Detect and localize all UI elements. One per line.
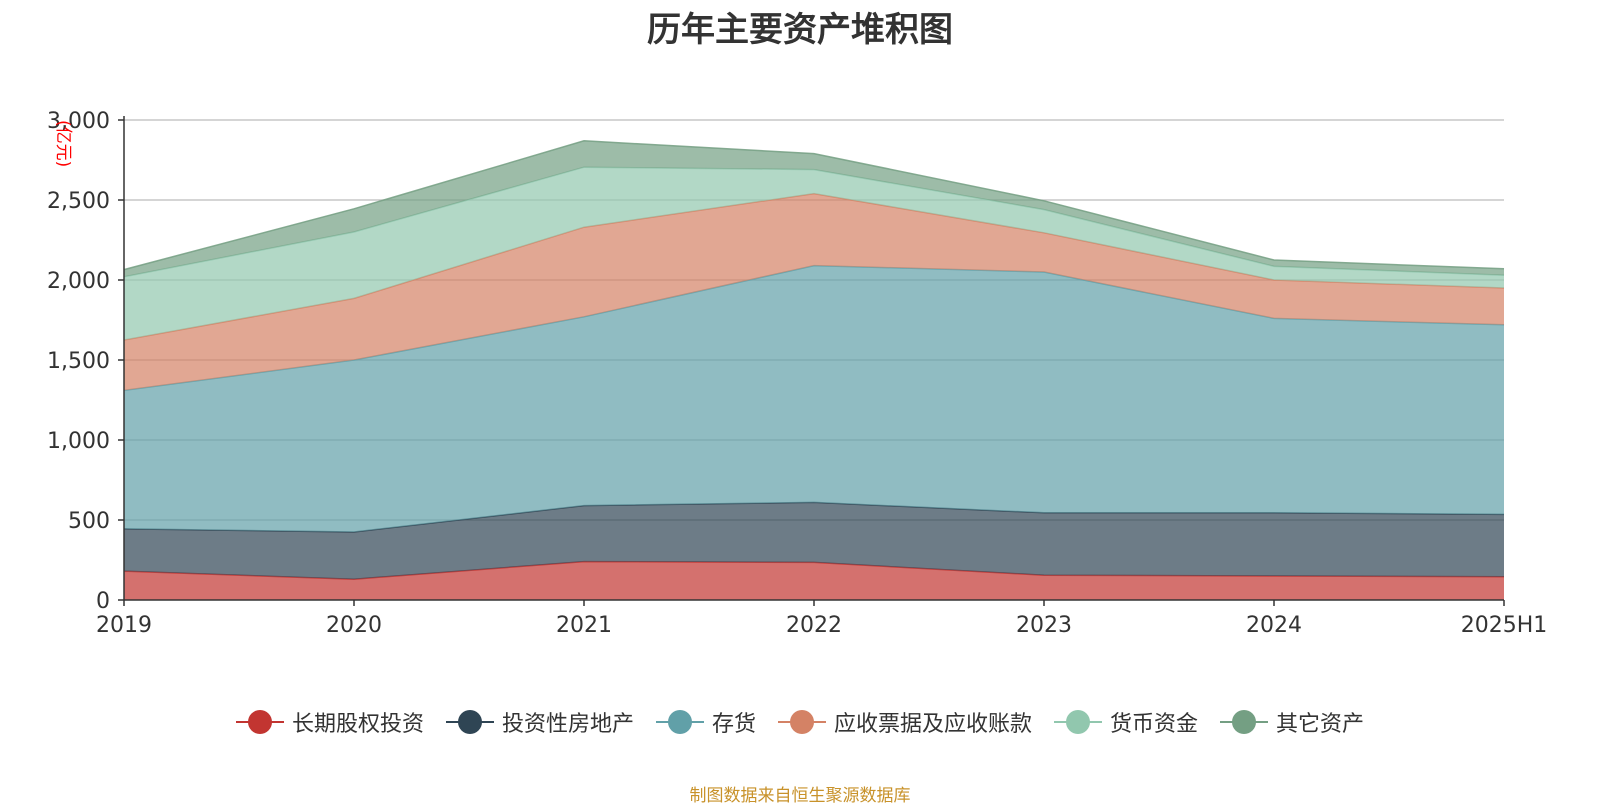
legend-label: 应收票据及应收账款: [834, 712, 1033, 737]
area-edge-6: [123, 140, 1505, 271]
x-tick-label: 2023: [1016, 613, 1072, 638]
y-tick-label: 0: [96, 589, 110, 614]
x-tick-label: 2021: [556, 613, 612, 638]
legend-label: 长期股权投资: [291, 712, 424, 737]
legend-marker-icon: [778, 710, 826, 734]
y-tick-label: 2,500: [47, 189, 110, 214]
legend-label: 存货: [711, 712, 756, 737]
legend-marker-icon: [1054, 710, 1103, 734]
x-tick-label: 2025H1: [1461, 613, 1548, 638]
y-tick-label: 1,500: [47, 349, 110, 374]
y-tick-label: 500: [68, 509, 110, 534]
legend-item-4[interactable]: 应收票据及应收账款: [778, 706, 1032, 738]
legend-marker-icon: [445, 710, 494, 734]
area-series-1: [124, 561, 1504, 600]
area-series-2: [124, 502, 1504, 580]
axes: 0 500 1,000 1,500 2,000 2,500 3,000 2019 2020 202…: [47, 109, 1547, 638]
y-tick-label: 1,000: [47, 429, 110, 454]
x-tick-label: 2019: [96, 613, 152, 638]
legend: 长期股权投资 投资性房地产 存货 应收票据及应收账款 货币资金 其它资产: [0, 706, 1600, 738]
legend-label: 货币资金: [1110, 712, 1199, 737]
source-note: 制图数据来自恒生聚源数据库: [689, 786, 911, 806]
y-axis-unit-label: (亿元): [53, 120, 73, 167]
area-series-4: [124, 193, 1504, 391]
legend-item-2[interactable]: 投资性房地产: [445, 706, 634, 738]
legend-marker-icon: [1220, 710, 1269, 734]
area-series-5: [124, 167, 1504, 340]
x-tick-label: 2022: [786, 613, 842, 638]
area-series: [123, 140, 1505, 600]
legend-marker-icon: [655, 710, 704, 734]
x-tick-label: 2024: [1246, 613, 1302, 638]
legend-label: 投资性房地产: [501, 712, 634, 737]
x-tick-label: 2020: [326, 613, 382, 638]
legend-item-3[interactable]: 存货: [655, 706, 756, 738]
legend-label: 其它资产: [1276, 712, 1365, 737]
area-series-3: [124, 265, 1504, 532]
legend-item-6[interactable]: 其它资产: [1220, 706, 1364, 738]
legend-item-5[interactable]: 货币资金: [1054, 706, 1198, 738]
y-tick-label: 2,000: [47, 269, 110, 294]
y-tick-label: 3,000: [47, 109, 110, 134]
legend-marker-icon: [235, 710, 284, 734]
legend-item-1[interactable]: 长期股权投资: [235, 706, 424, 738]
chart-title: 历年主要资产堆积图: [647, 10, 953, 50]
